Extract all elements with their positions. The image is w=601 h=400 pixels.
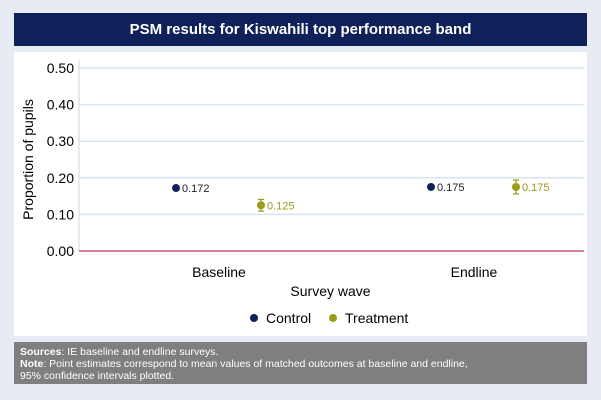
legend-marker-treatment (329, 314, 337, 322)
sources-line: Sources: IE baseline and endline surveys… (20, 346, 581, 358)
notes-box: Sources: IE baseline and endline surveys… (14, 342, 587, 384)
legend-label: Treatment (345, 310, 408, 326)
data-point-control (427, 182, 435, 191)
y-axis-label: Proportion of pupils (20, 99, 36, 220)
y-tick-label: 0.50 (47, 60, 74, 76)
x-tick-label: Endline (451, 264, 498, 280)
x-axis-label: Survey wave (290, 283, 370, 299)
chart-title: PSM results for Kiswahili top performanc… (14, 13, 587, 46)
legend-label: Control (266, 310, 311, 326)
data-point-control (172, 184, 180, 193)
note-line-2: 95% confidence intervals plotted. (20, 370, 175, 382)
y-tick-label: 0.20 (47, 170, 74, 186)
data-label: 0.172 (182, 183, 210, 195)
data-label: 0.125 (267, 200, 295, 212)
data-label: 0.175 (522, 182, 550, 194)
y-tick-label: 0.40 (47, 97, 74, 113)
y-tick-label: 0.00 (47, 243, 74, 259)
data-label: 0.175 (437, 182, 465, 194)
y-tick-label: 0.30 (47, 133, 74, 149)
note-line: Note: Point estimates correspond to mean… (20, 358, 581, 370)
legend-marker-control (250, 314, 258, 322)
data-point-treatment (257, 201, 265, 210)
data-point-treatment (512, 182, 520, 191)
sources-text: : IE baseline and endline surveys. (61, 346, 219, 358)
note-label: Note (20, 358, 44, 370)
chart-svg: 0.00 0.10 0.20 0.30 0.40 0.50 Proportion of pu… (20, 60, 584, 326)
x-tick-label: Baseline (192, 264, 246, 280)
y-tick-label: 0.10 (47, 206, 74, 222)
sources-label: Sources (20, 346, 62, 358)
note-text: : Point estimates correspond to mean val… (43, 358, 468, 370)
chart-panel: 0.00 0.10 0.20 0.30 0.40 0.50 Proportion of pu… (14, 52, 587, 336)
